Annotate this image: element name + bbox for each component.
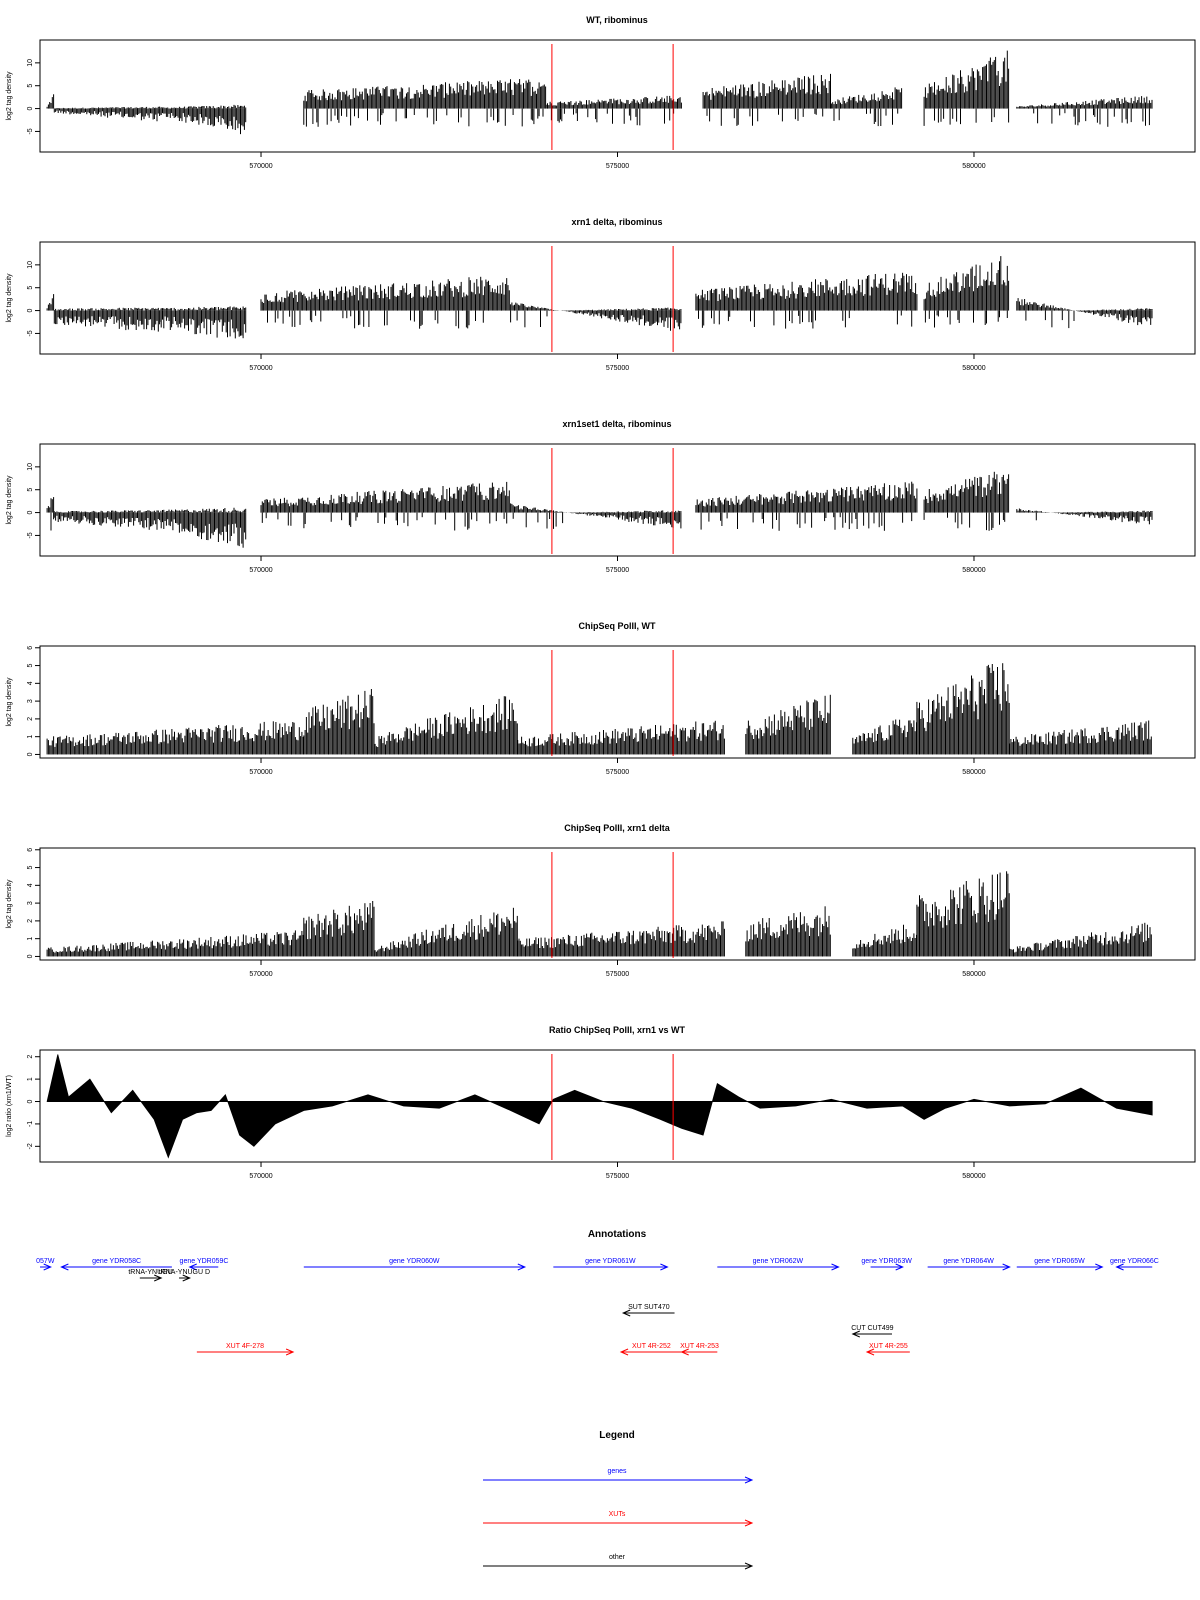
data-marks bbox=[46, 50, 1153, 135]
panel-title: xrn1 delta, ribominus bbox=[571, 217, 662, 227]
y-tick-label: 0 bbox=[27, 511, 34, 515]
x-tick-label: 575000 bbox=[606, 365, 629, 372]
y-tick-label: 0 bbox=[27, 752, 34, 756]
x-tick-label: 575000 bbox=[606, 567, 629, 574]
x-tick-label: 580000 bbox=[962, 769, 985, 776]
chart-panel-1: WT, ribominus log2 tag density -5 0 5 10 57000… bbox=[6, 15, 1196, 170]
y-tick-label: 3 bbox=[27, 901, 34, 905]
panel-title: ChipSeq PolII, xrn1 delta bbox=[564, 823, 671, 833]
y-axis-label: log2 tag density bbox=[6, 879, 13, 929]
y-tick-label: -5 bbox=[27, 532, 34, 538]
x-tick-label: 570000 bbox=[249, 163, 272, 170]
y-tick-label: 4 bbox=[27, 883, 34, 887]
x-tick-label: 580000 bbox=[962, 567, 985, 574]
x-tick-label: 580000 bbox=[962, 365, 985, 372]
x-tick-label: 570000 bbox=[249, 971, 272, 978]
y-tick-label: 5 bbox=[27, 866, 34, 870]
panel-title: xrn1set1 delta, ribominus bbox=[562, 419, 671, 429]
y-tick-label: -5 bbox=[27, 330, 34, 336]
y-tick-label: 1 bbox=[27, 735, 34, 739]
plot-frame bbox=[39, 443, 1196, 557]
x-tick-label: 575000 bbox=[606, 971, 629, 978]
y-tick-label: 5 bbox=[27, 664, 34, 668]
chart-panel-5: ChipSeq PolII, xrn1 delta log2 tag densit… bbox=[6, 823, 1196, 978]
x-tick-label: 570000 bbox=[249, 769, 272, 776]
y-tick-label: 6 bbox=[27, 848, 34, 852]
x-tick-label: 580000 bbox=[962, 163, 985, 170]
panel-title: WT, ribominus bbox=[586, 15, 648, 25]
y-tick-label: 0 bbox=[27, 107, 34, 111]
y-tick-label: 0 bbox=[27, 309, 34, 313]
plot-frame bbox=[39, 241, 1196, 355]
y-axis-label: log2 tag density bbox=[6, 71, 13, 121]
y-tick-label: 3 bbox=[27, 699, 34, 703]
y-tick-label: 5 bbox=[27, 84, 34, 88]
y-tick-label: 2 bbox=[27, 717, 34, 721]
y-axis-label: log2 tag density bbox=[6, 475, 13, 525]
y-tick-label: -5 bbox=[27, 128, 34, 134]
x-tick-label: 570000 bbox=[249, 567, 272, 574]
plot-frame bbox=[39, 39, 1196, 153]
y-axis-label: log2 tag density bbox=[6, 677, 13, 727]
data-marks bbox=[46, 471, 1153, 548]
x-tick-label: 570000 bbox=[249, 365, 272, 372]
y-tick-label: 5 bbox=[27, 488, 34, 492]
y-tick-label: 10 bbox=[27, 463, 34, 471]
data-marks bbox=[46, 256, 1153, 339]
y-tick-label: 5 bbox=[27, 286, 34, 290]
y-tick-label: 1 bbox=[27, 937, 34, 941]
x-tick-label: 575000 bbox=[606, 769, 629, 776]
data-marks bbox=[46, 871, 1152, 957]
y-tick-label: 6 bbox=[27, 646, 34, 650]
y-tick-label: 10 bbox=[27, 261, 34, 269]
x-tick-label: 580000 bbox=[962, 971, 985, 978]
y-tick-label: 4 bbox=[27, 681, 34, 685]
chart-panel-4: ChipSeq PolII, WT log2 tag density 0 1 2 3 4 5 6… bbox=[6, 621, 1196, 776]
chart-panel-2: xrn1 delta, ribominus log2 tag density -5 0… bbox=[6, 217, 1196, 372]
chart-panel-3: xrn1set1 delta, ribominus log2 tag densit… bbox=[6, 419, 1196, 574]
x-tick-label: 575000 bbox=[606, 163, 629, 170]
panel-title: ChipSeq PolII, WT bbox=[579, 621, 656, 631]
y-axis-label: log2 tag density bbox=[6, 273, 13, 323]
data-marks bbox=[46, 663, 1152, 755]
y-tick-label: 0 bbox=[27, 954, 34, 958]
y-tick-label: 10 bbox=[27, 59, 34, 67]
y-tick-label: 2 bbox=[27, 919, 34, 923]
